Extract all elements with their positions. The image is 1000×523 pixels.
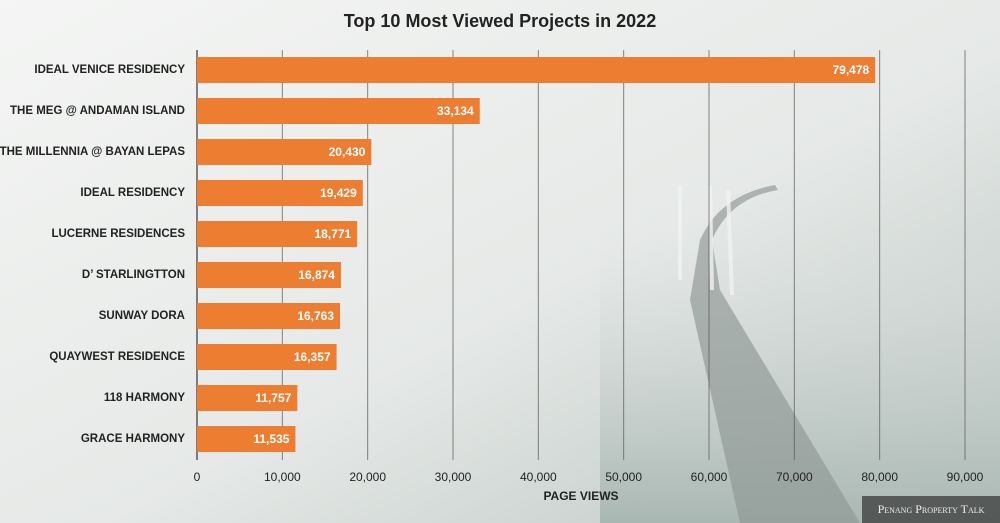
value-label: 79,478 xyxy=(833,63,870,77)
x-tick-label: 20,000 xyxy=(349,470,386,484)
background-bridge xyxy=(690,185,860,523)
y-tick-label: IDEAL VENICE RESIDENCY xyxy=(34,64,185,76)
y-tick-label: THE MEG @ ANDAMAN ISLAND xyxy=(10,105,185,117)
y-tick-label: SUNWAY DORA xyxy=(99,310,185,322)
x-tick-label: 40,000 xyxy=(520,470,557,484)
x-tick-label: 60,000 xyxy=(691,470,728,484)
value-label: 11,757 xyxy=(255,391,291,405)
bar xyxy=(197,57,876,83)
value-label: 20,430 xyxy=(329,145,366,159)
bar xyxy=(197,303,341,329)
x-axis-label: PAGE VIEWS xyxy=(543,489,618,503)
x-tick-label: 0 xyxy=(194,470,201,484)
bar xyxy=(197,385,298,411)
value-label: 19,429 xyxy=(320,186,357,200)
bar xyxy=(197,344,337,370)
y-tick-label: D’ STARLINGTTON xyxy=(82,269,185,281)
x-tick-label: 10,000 xyxy=(264,470,301,484)
value-label: 18,771 xyxy=(314,227,351,241)
y-tick-label: 118 HARMONY xyxy=(104,392,185,404)
x-tick-label: 80,000 xyxy=(861,470,898,484)
x-tick-label: 50,000 xyxy=(605,470,642,484)
y-tick-label: LUCERNE RESIDENCES xyxy=(51,228,185,240)
y-tick-label: IDEAL RESIDENCY xyxy=(80,187,185,199)
bar xyxy=(197,139,372,165)
bridge-towers xyxy=(678,184,734,296)
watermark-box xyxy=(862,496,1000,523)
y-tick-label: QUAYWEST RESIDENCE xyxy=(49,351,185,363)
chart-title: Top 10 Most Viewed Projects in 2022 xyxy=(344,11,656,31)
value-label: 16,763 xyxy=(297,309,334,323)
value-label: 11,535 xyxy=(253,432,289,446)
value-label: 16,357 xyxy=(294,350,331,364)
bar xyxy=(197,221,358,247)
bar xyxy=(197,98,480,124)
x-tick-label: 90,000 xyxy=(947,470,984,484)
x-tick-label: 30,000 xyxy=(435,470,472,484)
x-tick-label: 70,000 xyxy=(776,470,813,484)
y-tick-label: GRACE HARMONY xyxy=(81,433,185,445)
value-label: 33,134 xyxy=(437,104,474,118)
value-label: 16,874 xyxy=(298,268,335,282)
bar xyxy=(197,262,341,288)
y-tick-label: THE MILLENNIA @ BAYAN LEPAS xyxy=(0,146,185,158)
bar xyxy=(197,426,296,452)
bar xyxy=(197,180,363,206)
watermark: Penang Property Talk xyxy=(878,502,985,516)
